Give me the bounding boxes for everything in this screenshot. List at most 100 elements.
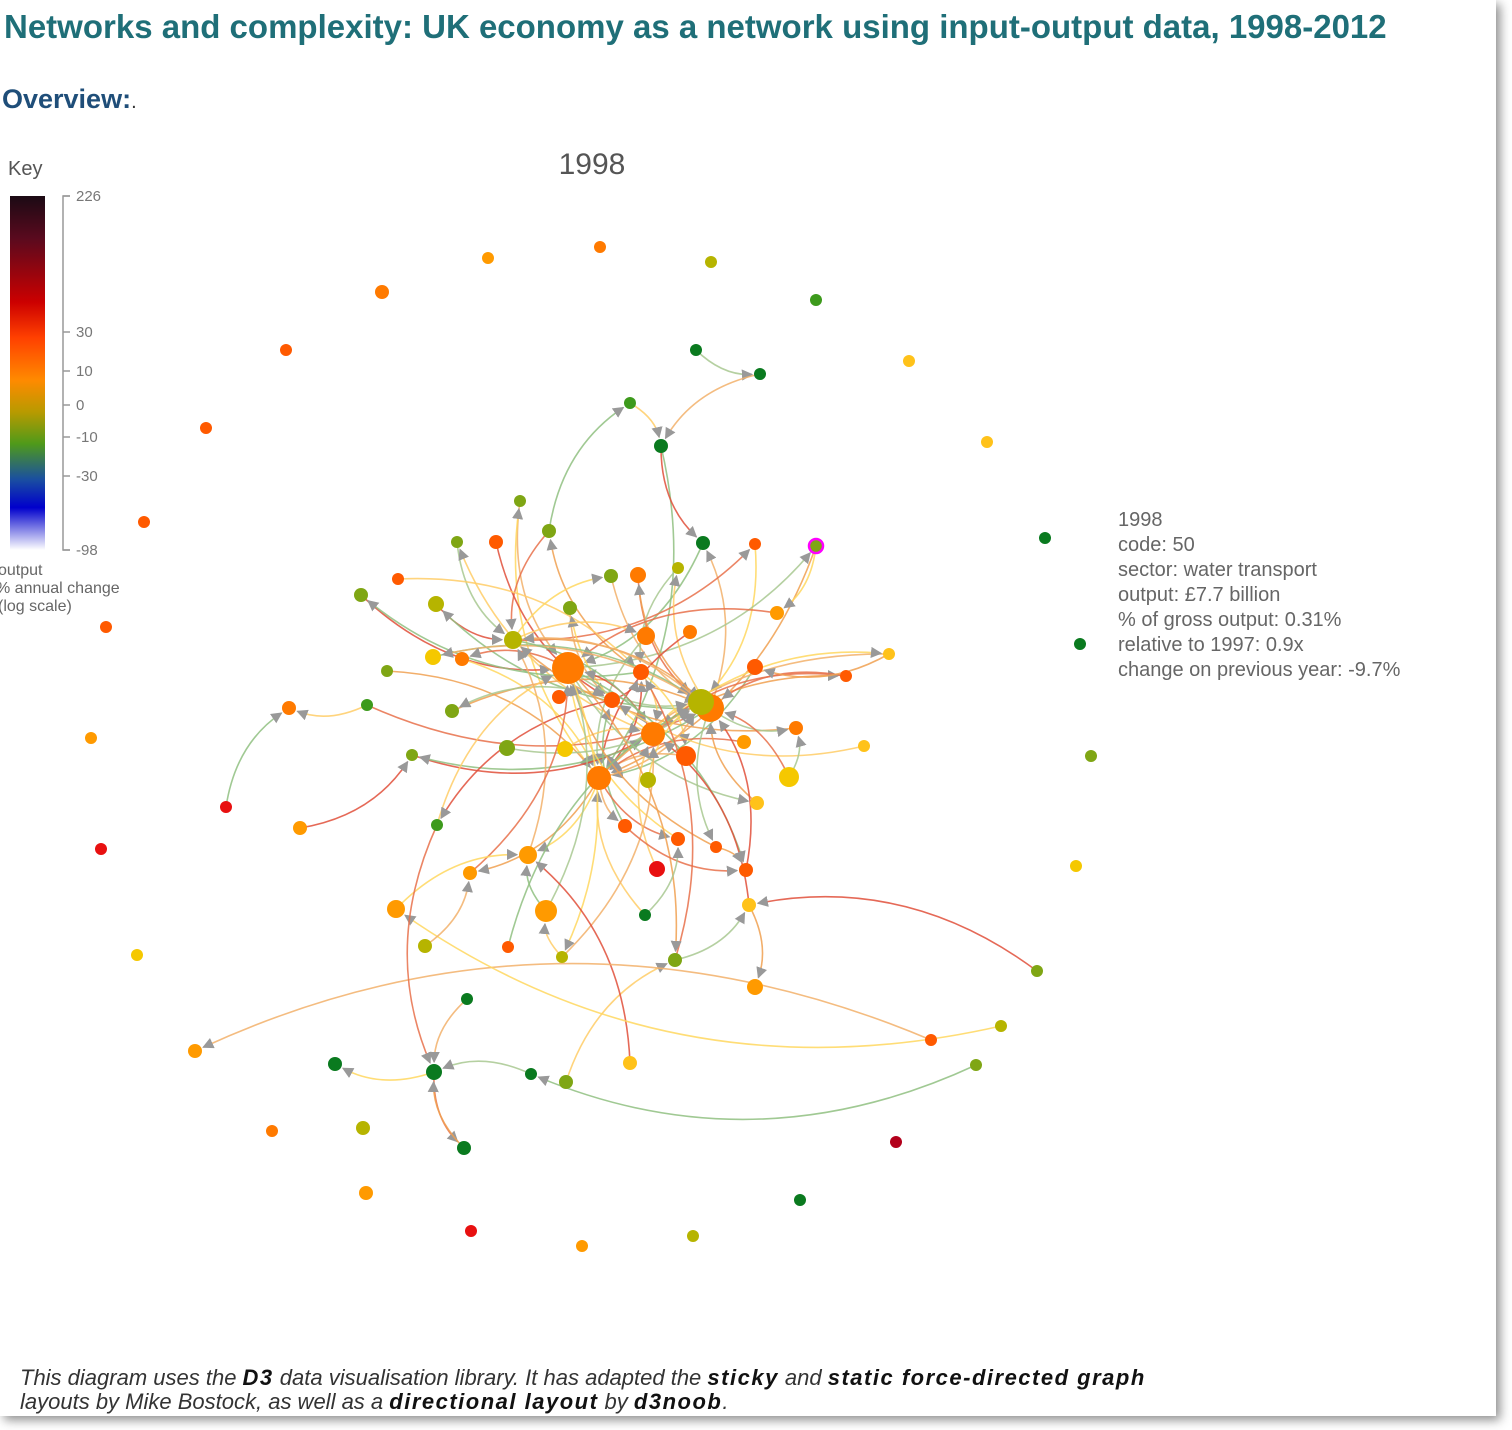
graph-node[interactable]	[794, 1194, 806, 1206]
graph-node[interactable]	[789, 721, 803, 735]
graph-node[interactable]	[683, 625, 697, 639]
graph-node[interactable]	[925, 1034, 937, 1046]
graph-node[interactable]	[559, 1075, 573, 1089]
graph-node[interactable]	[431, 819, 443, 831]
graph-node[interactable]	[138, 516, 150, 528]
graph-node[interactable]	[690, 344, 702, 356]
graph-node[interactable]	[742, 898, 756, 912]
graph-node[interactable]	[770, 606, 784, 620]
graph-node[interactable]	[710, 841, 722, 853]
graph-node[interactable]	[810, 294, 822, 306]
graph-node[interactable]	[95, 843, 107, 855]
graph-node[interactable]	[556, 951, 568, 963]
graph-node[interactable]	[749, 538, 761, 550]
graph-node[interactable]	[890, 1136, 902, 1148]
graph-node[interactable]	[637, 627, 655, 645]
graph-node[interactable]	[1070, 860, 1082, 872]
graph-node[interactable]	[425, 649, 441, 665]
graph-node[interactable]	[519, 846, 537, 864]
network-graph[interactable]: 226 30 10 0 -10 -30 -98 output % annual change…	[0, 0, 1496, 1416]
graph-node[interactable]	[220, 801, 232, 813]
graph-node[interactable]	[542, 524, 556, 538]
graph-node[interactable]	[406, 749, 418, 761]
graph-node[interactable]	[354, 588, 368, 602]
graph-node[interactable]	[903, 355, 915, 367]
graph-node[interactable]	[188, 1044, 202, 1058]
graph-node[interactable]	[457, 1141, 471, 1155]
graph-node[interactable]	[970, 1059, 982, 1071]
graph-node[interactable]	[995, 1020, 1007, 1032]
graph-node[interactable]	[499, 740, 515, 756]
graph-node[interactable]	[328, 1057, 342, 1071]
graph-node[interactable]	[705, 256, 717, 268]
graph-node[interactable]	[672, 562, 684, 574]
graph-node[interactable]	[461, 993, 473, 1005]
graph-node[interactable]	[361, 699, 373, 711]
graph-node[interactable]	[482, 252, 494, 264]
graph-node[interactable]	[356, 1121, 370, 1135]
graph-node[interactable]	[676, 746, 696, 766]
graph-node[interactable]	[639, 909, 651, 921]
graph-node[interactable]	[514, 495, 526, 507]
graph-node[interactable]	[451, 536, 463, 548]
graph-node[interactable]	[293, 821, 307, 835]
graph-node[interactable]	[426, 1064, 442, 1080]
graph-node[interactable]	[737, 735, 751, 749]
graph-node[interactable]	[557, 741, 573, 757]
graph-node[interactable]	[418, 939, 432, 953]
graph-node[interactable]	[200, 422, 212, 434]
graph-node[interactable]	[624, 397, 636, 409]
graph-node[interactable]	[858, 740, 870, 752]
graph-node[interactable]	[594, 241, 606, 253]
graph-nodes[interactable]	[85, 241, 1097, 1252]
graph-node[interactable]	[85, 732, 97, 744]
graph-node[interactable]	[688, 689, 714, 715]
graph-node[interactable]	[576, 1240, 588, 1252]
graph-node[interactable]	[618, 819, 632, 833]
graph-node[interactable]	[387, 900, 405, 918]
graph-node[interactable]	[623, 1056, 637, 1070]
graph-node[interactable]	[649, 861, 665, 877]
graph-node[interactable]	[641, 722, 665, 746]
graph-node[interactable]	[671, 832, 685, 846]
graph-node[interactable]	[668, 953, 682, 967]
graph-node[interactable]	[1085, 750, 1097, 762]
graph-node[interactable]	[465, 1225, 477, 1237]
graph-node[interactable]	[981, 436, 993, 448]
graph-node[interactable]	[1039, 532, 1051, 544]
graph-node[interactable]	[445, 704, 459, 718]
graph-node[interactable]	[630, 567, 646, 583]
graph-node[interactable]	[747, 979, 763, 995]
graph-node[interactable]	[535, 900, 557, 922]
graph-node[interactable]	[502, 941, 514, 953]
graph-node[interactable]	[1031, 965, 1043, 977]
graph-node[interactable]	[280, 344, 292, 356]
graph-node[interactable]	[640, 772, 656, 788]
graph-node[interactable]	[381, 665, 393, 677]
graph-node[interactable]	[463, 866, 477, 880]
graph-node[interactable]	[747, 659, 763, 675]
graph-node[interactable]	[754, 368, 766, 380]
graph-node[interactable]	[131, 949, 143, 961]
graph-node[interactable]	[266, 1125, 278, 1137]
graph-node[interactable]	[563, 601, 577, 615]
graph-node[interactable]	[587, 766, 611, 790]
graph-node[interactable]	[525, 1068, 537, 1080]
graph-node[interactable]	[840, 670, 852, 682]
graph-node[interactable]	[696, 536, 710, 550]
graph-node[interactable]	[604, 692, 620, 708]
graph-node[interactable]	[489, 535, 503, 549]
graph-node[interactable]	[633, 664, 649, 680]
graph-node[interactable]	[428, 596, 444, 612]
graph-node[interactable]	[604, 569, 618, 583]
graph-node[interactable]	[883, 648, 895, 660]
graph-node[interactable]	[392, 573, 404, 585]
graph-node[interactable]	[375, 285, 389, 299]
graph-node[interactable]	[552, 652, 584, 684]
graph-node[interactable]	[654, 439, 668, 453]
graph-node[interactable]	[687, 1230, 699, 1242]
graph-node[interactable]	[282, 701, 296, 715]
graph-node[interactable]	[750, 796, 764, 810]
graph-node[interactable]	[552, 690, 566, 704]
graph-node[interactable]	[1074, 638, 1086, 650]
